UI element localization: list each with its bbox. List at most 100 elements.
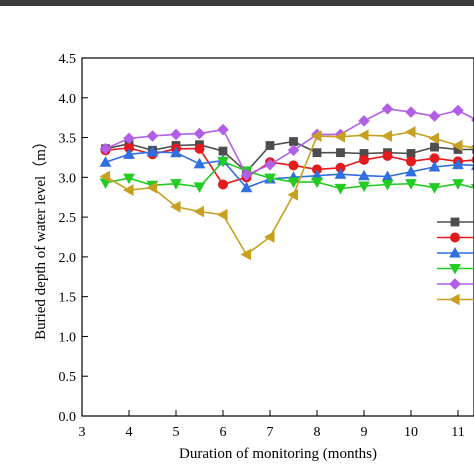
series-line (105, 151, 474, 189)
x-tick-label: 9 (361, 425, 368, 440)
data-point (452, 104, 464, 117)
data-point (265, 141, 275, 150)
x-axis-title: Duration of monitoring (months) (179, 446, 377, 462)
data-point (123, 132, 135, 145)
data-point (287, 144, 300, 157)
series-layer (99, 103, 474, 261)
data-point (334, 168, 347, 179)
legend-entry-6 (437, 293, 474, 306)
x-tick-label: 10 (404, 425, 418, 440)
data-point (358, 154, 369, 165)
x-tick-label: 7 (267, 425, 274, 440)
x-tick-label: 8 (314, 425, 321, 440)
data-point (169, 200, 181, 213)
y-tick-label: 2.0 (59, 251, 77, 266)
data-point (448, 293, 460, 306)
data-point (170, 146, 182, 158)
y-axis: 0.0 0.5 1.0 1.5 2.0 2.5 3.0 3.5 4.0 4.5 (59, 52, 88, 425)
data-point (450, 217, 460, 227)
y-tick-label: 1.5 (59, 291, 77, 306)
x-tick-label: 6 (220, 425, 227, 440)
y-tick-label: 2.5 (59, 211, 77, 226)
legend-entry-3 (437, 246, 474, 258)
y-tick-label: 4.0 (59, 92, 77, 107)
plot-frame (81, 57, 474, 417)
data-point (146, 145, 159, 157)
data-point (452, 179, 464, 190)
data-point (449, 278, 461, 290)
data-point (406, 149, 416, 158)
x-tick-label: 3 (79, 425, 86, 440)
data-point (193, 157, 206, 169)
x-axis: 3 4 5 6 7 8 9 10 11 (79, 410, 465, 440)
data-point (358, 115, 370, 127)
data-point (452, 158, 464, 170)
data-point (287, 177, 300, 189)
data-point (264, 158, 276, 171)
data-point (428, 183, 441, 194)
data-point (449, 232, 460, 243)
data-point (99, 170, 111, 183)
data-point (194, 143, 205, 154)
data-point (122, 184, 134, 196)
data-point (381, 179, 394, 191)
y-tick-label: 0.0 (59, 410, 77, 425)
data-point (336, 148, 345, 158)
data-point (170, 179, 182, 190)
y-tick-label: 3.0 (59, 171, 77, 186)
data-point (381, 103, 394, 115)
data-point (358, 181, 370, 193)
data-point (263, 231, 275, 243)
data-point (405, 156, 416, 167)
data-point (405, 179, 417, 190)
data-point (240, 248, 252, 261)
legend-entry-2 (437, 232, 474, 243)
data-point (428, 110, 441, 122)
data-point (358, 169, 370, 181)
data-point (311, 177, 323, 189)
y-tick-label: 1.0 (59, 330, 77, 345)
data-point (289, 137, 298, 146)
data-point (334, 183, 347, 195)
data-point (449, 246, 461, 258)
data-point (123, 173, 135, 185)
data-point (287, 188, 299, 201)
series-6 (99, 126, 474, 261)
data-point (217, 123, 229, 136)
data-point (312, 148, 322, 158)
data-point (428, 160, 441, 172)
data-point (428, 132, 440, 145)
data-point (357, 129, 369, 142)
legend-entry-5 (437, 278, 474, 290)
data-point (310, 130, 322, 142)
data-point (449, 263, 461, 275)
data-point (99, 142, 112, 155)
data-point (451, 139, 463, 152)
data-point (170, 128, 182, 141)
legend-entry-1 (437, 217, 474, 227)
data-point (193, 127, 206, 140)
data-point (264, 173, 276, 185)
data-point (288, 160, 299, 171)
data-point (146, 181, 158, 194)
data-point (381, 130, 393, 142)
y-axis-title: Buried depth of water level（m） (32, 134, 49, 340)
legend-entry-4 (437, 263, 474, 275)
data-point (405, 165, 417, 177)
y-tick-label: 4.5 (59, 52, 77, 67)
x-tick-label: 4 (126, 425, 133, 440)
data-point (240, 169, 253, 181)
data-point (240, 181, 253, 193)
data-point (193, 205, 205, 218)
x-tick-label: 11 (451, 425, 464, 440)
data-point (193, 182, 206, 193)
y-tick-label: 3.5 (59, 132, 77, 147)
data-point (123, 148, 135, 159)
data-point (217, 179, 228, 190)
data-point (217, 156, 229, 168)
data-point (218, 146, 228, 156)
data-point (216, 208, 228, 221)
data-point (99, 156, 112, 167)
data-point (405, 106, 417, 118)
